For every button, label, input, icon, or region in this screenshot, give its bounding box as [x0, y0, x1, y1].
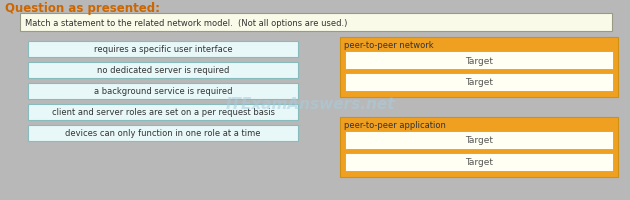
FancyBboxPatch shape [20, 14, 612, 32]
FancyBboxPatch shape [345, 52, 613, 70]
FancyBboxPatch shape [28, 63, 298, 79]
FancyBboxPatch shape [345, 153, 613, 171]
Text: client and server roles are set on a per request basis: client and server roles are set on a per… [52, 108, 275, 117]
FancyBboxPatch shape [28, 125, 298, 141]
FancyBboxPatch shape [28, 104, 298, 120]
Text: Match a statement to the related network model.  (Not all options are used.): Match a statement to the related network… [25, 18, 347, 27]
Text: Target: Target [465, 136, 493, 145]
Text: Question as presented:: Question as presented: [5, 2, 160, 15]
Text: Target: Target [465, 78, 493, 87]
FancyBboxPatch shape [340, 117, 618, 177]
Text: ITExamAnswers.net: ITExamAnswers.net [226, 97, 395, 112]
Text: requires a specific user interface: requires a specific user interface [94, 45, 232, 54]
FancyBboxPatch shape [28, 42, 298, 58]
Text: a background service is required: a background service is required [94, 87, 232, 96]
Text: devices can only function in one role at a time: devices can only function in one role at… [66, 129, 261, 138]
Text: Target: Target [465, 56, 493, 65]
FancyBboxPatch shape [345, 74, 613, 92]
Text: no dedicated server is required: no dedicated server is required [97, 66, 229, 75]
Text: peer-to-peer application: peer-to-peer application [344, 120, 446, 129]
FancyBboxPatch shape [345, 131, 613, 149]
Text: Target: Target [465, 158, 493, 167]
FancyBboxPatch shape [28, 84, 298, 100]
Text: peer-to-peer network: peer-to-peer network [344, 41, 433, 50]
FancyBboxPatch shape [340, 38, 618, 98]
